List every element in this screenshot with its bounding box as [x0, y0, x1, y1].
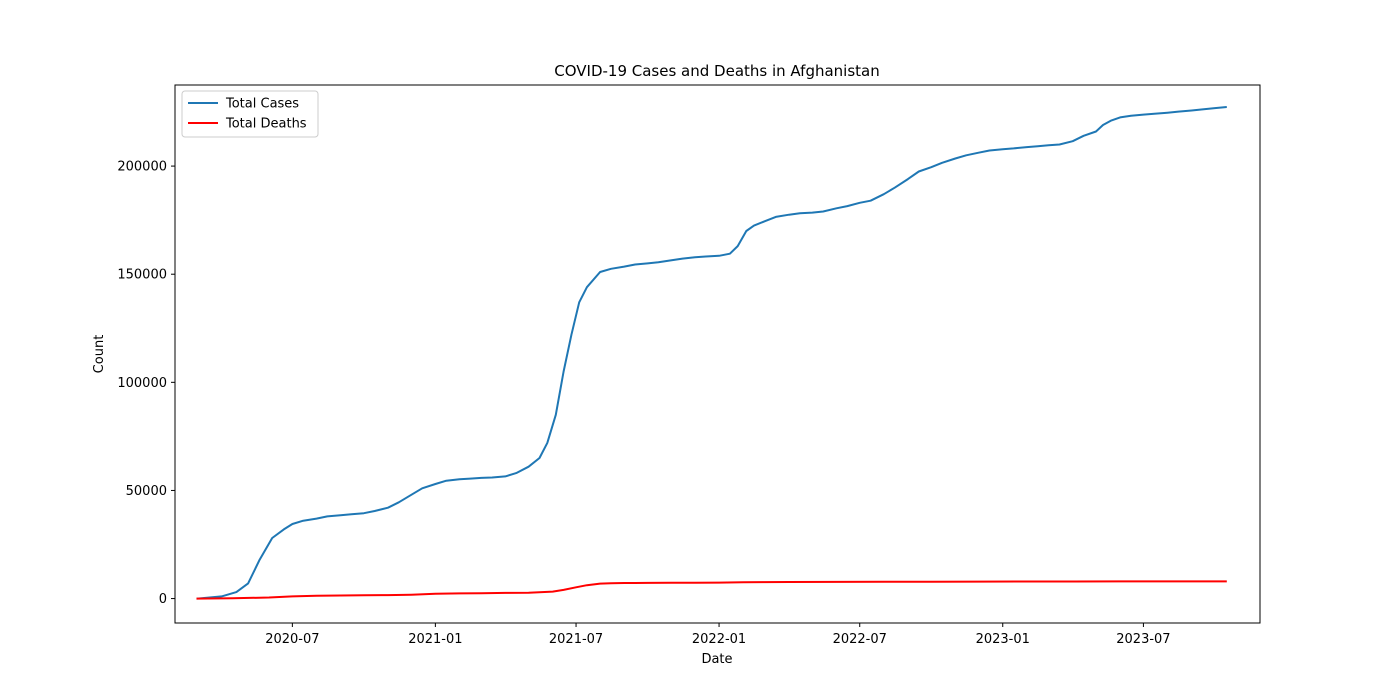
x-axis-label: Date — [701, 652, 732, 667]
legend: Total Cases Total Deaths — [181, 90, 319, 138]
y-tick-label: 50000 — [126, 484, 167, 499]
x-axis-ticks: 2020-07 2021-01 2021-07 2022-01 2022-07 2023-… — [265, 623, 1171, 647]
x-tick-label: 2022-07 — [833, 632, 887, 647]
y-axis-label: Count — [92, 335, 107, 374]
plot-frame — [174, 84, 1261, 624]
y-axis-ticks: 0 50000 100000 150000 200000 — [117, 160, 175, 607]
y-tick-label: 100000 — [117, 376, 167, 391]
x-tick-label: 2020-07 — [265, 632, 319, 647]
y-tick-label: 200000 — [117, 160, 167, 175]
series-line-total-cases — [196, 106, 1227, 600]
legend-label-total-cases: Total Cases — [225, 97, 299, 112]
y-tick-label: 0 — [159, 592, 167, 607]
x-tick-label: 2021-01 — [408, 632, 462, 647]
x-tick-label: 2023-01 — [976, 632, 1030, 647]
x-tick-label: 2022-01 — [692, 632, 746, 647]
series-line-total-deaths — [196, 580, 1227, 600]
x-tick-label: 2023-07 — [1116, 632, 1170, 647]
legend-label-total-deaths: Total Deaths — [225, 117, 307, 132]
series-layer — [196, 106, 1227, 600]
chart-title: COVID-19 Cases and Deaths in Afghanistan — [554, 62, 879, 80]
y-tick-label: 150000 — [117, 268, 167, 283]
x-tick-label: 2021-07 — [549, 632, 603, 647]
